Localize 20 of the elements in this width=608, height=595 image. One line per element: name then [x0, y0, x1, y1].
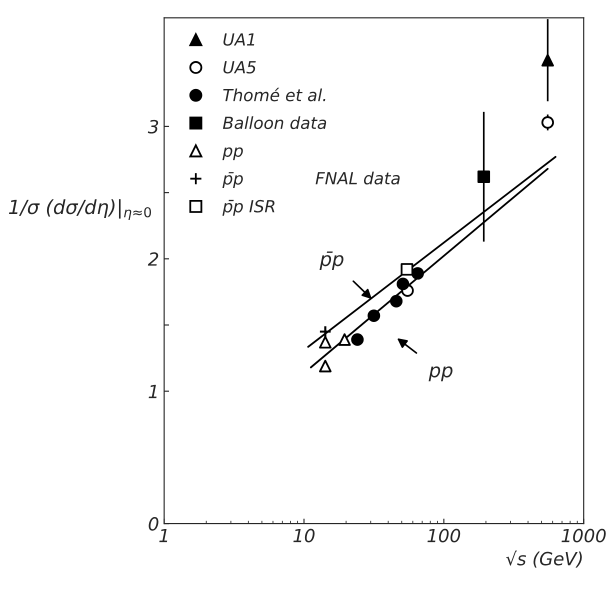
x-tick-label: 1 — [159, 529, 168, 542]
legend-label: UA5 — [223, 61, 256, 74]
y-tick-label: 3 — [148, 120, 158, 134]
x-tick-label: 10 — [293, 528, 315, 542]
legend-label: pp — [222, 147, 243, 160]
annotation: pp — [428, 366, 452, 382]
legend-label: Thomé et al. — [223, 88, 326, 102]
legend-label: Balloon data — [222, 116, 326, 130]
legend-label: p̄p — [222, 172, 243, 188]
legend-label: UA1 — [223, 33, 254, 46]
x-tick-label: 100 — [427, 528, 460, 542]
annotation: p̄p — [320, 251, 344, 270]
y-axis-title: 1/σ (dσ/dη)|$_{η≈0}$ — [8, 199, 152, 220]
x-axis-title: √s (GeV) — [506, 550, 582, 568]
annotation: FNAL data — [316, 172, 400, 185]
x-tick-label: 1000 — [562, 528, 606, 542]
y-tick-label: 0 — [148, 517, 158, 531]
legend-label: p̄p ISR — [222, 200, 274, 216]
y-tick-label: 2 — [148, 252, 158, 266]
y-tick-label: 1 — [148, 384, 157, 398]
